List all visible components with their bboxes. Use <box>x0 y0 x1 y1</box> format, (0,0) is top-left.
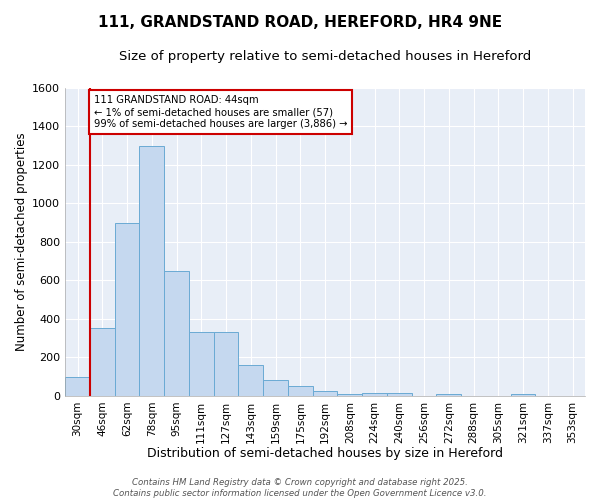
Bar <box>90 328 115 396</box>
Bar <box>288 386 313 396</box>
Bar <box>337 394 362 396</box>
X-axis label: Distribution of semi-detached houses by size in Hereford: Distribution of semi-detached houses by … <box>147 447 503 460</box>
Bar <box>164 270 189 396</box>
Bar <box>189 332 214 396</box>
Bar <box>65 376 90 396</box>
Bar <box>387 393 412 396</box>
Bar <box>238 365 263 396</box>
Y-axis label: Number of semi-detached properties: Number of semi-detached properties <box>15 132 28 351</box>
Bar <box>263 380 288 396</box>
Text: 111 GRANDSTAND ROAD: 44sqm
← 1% of semi-detached houses are smaller (57)
99% of : 111 GRANDSTAND ROAD: 44sqm ← 1% of semi-… <box>94 96 347 128</box>
Bar <box>436 394 461 396</box>
Text: 111, GRANDSTAND ROAD, HEREFORD, HR4 9NE: 111, GRANDSTAND ROAD, HEREFORD, HR4 9NE <box>98 15 502 30</box>
Title: Size of property relative to semi-detached houses in Hereford: Size of property relative to semi-detach… <box>119 50 531 63</box>
Bar <box>139 146 164 396</box>
Bar <box>115 222 139 396</box>
Bar <box>313 391 337 396</box>
Bar <box>362 393 387 396</box>
Bar <box>214 332 238 396</box>
Bar <box>511 394 535 396</box>
Text: Contains HM Land Registry data © Crown copyright and database right 2025.
Contai: Contains HM Land Registry data © Crown c… <box>113 478 487 498</box>
